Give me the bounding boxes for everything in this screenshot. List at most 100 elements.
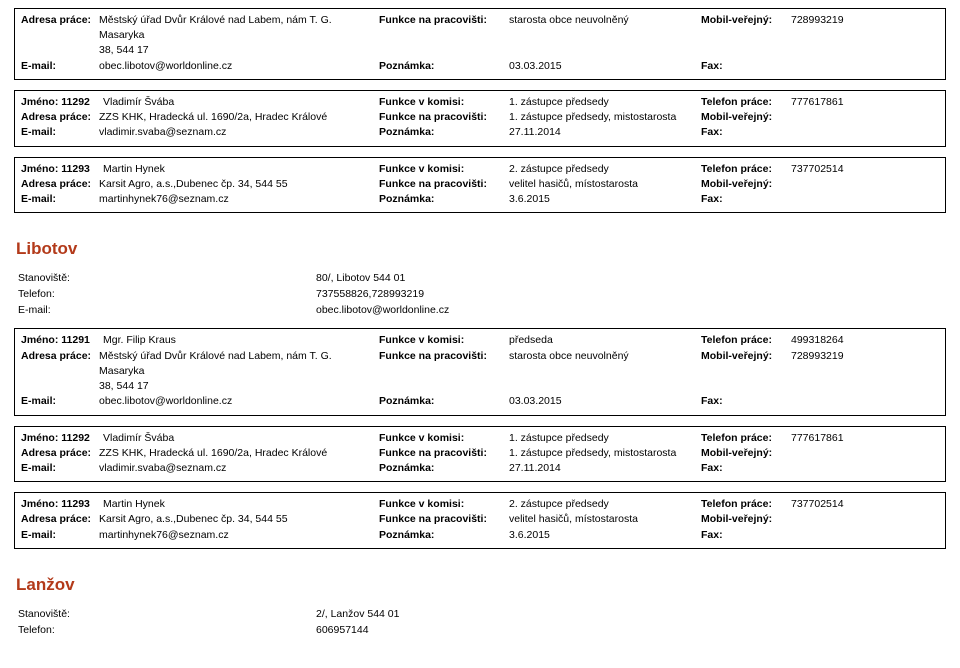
- label-adresa: Adresa práce:: [21, 110, 99, 125]
- value-mobil: 728993219: [791, 349, 861, 364]
- label-email: E-mail:: [21, 394, 99, 409]
- value-adresa: Městský úřad Dvůr Králové nad Labem, nám…: [99, 13, 379, 59]
- label-funkce-kom: Funkce v komisi:: [379, 95, 509, 110]
- record-11292a: Jméno: 11292 Vladimír Švába Funkce v kom…: [14, 90, 946, 147]
- value-poznamka: 3.6.2015: [509, 192, 701, 207]
- label-mobil: Mobil-veřejný:: [701, 177, 791, 192]
- label-mobil: Mobil-veřejný:: [701, 512, 791, 527]
- label-fax: Fax:: [701, 394, 791, 409]
- label-funkce-prac: Funkce na pracovišti:: [379, 13, 509, 28]
- label-funkce-prac: Funkce na pracovišti:: [379, 512, 509, 527]
- value-poznamka: 03.03.2015: [509, 59, 701, 74]
- label-poznamka: Poznámka:: [379, 461, 509, 476]
- record-11292b: Jméno: 11292 Vladimír Švába Funkce v kom…: [14, 426, 946, 483]
- value-email: martinhynek76@seznam.cz: [99, 192, 379, 207]
- label-tel-prace: Telefon práce:: [701, 333, 791, 348]
- label-telefon: Telefon:: [18, 287, 316, 303]
- record-11293a: Jméno: 11293 Martin Hynek Funkce v komis…: [14, 157, 946, 214]
- adresa-line1: Městský úřad Dvůr Králové nad Labem, nám…: [99, 14, 332, 41]
- value-name: Martin Hynek: [103, 162, 379, 177]
- label-mobil: Mobil-veřejný:: [701, 13, 791, 28]
- label-poznamka: Poznámka:: [379, 528, 509, 543]
- value-poznamka: 27.11.2014: [509, 125, 701, 140]
- value-tel-prace: 777617861: [791, 431, 861, 446]
- value-poznamka: 03.03.2015: [509, 394, 701, 409]
- value-funkce-kom: 2. zástupce předsedy: [509, 497, 701, 512]
- record-top-partial: Adresa práce: Městský úřad Dvůr Králové …: [14, 8, 946, 80]
- label-email: E-mail:: [21, 59, 99, 74]
- value-name: Martin Hynek: [103, 497, 379, 512]
- label-fax: Fax:: [701, 192, 791, 207]
- value-email: obec.libotov@worldonline.cz: [99, 394, 379, 409]
- label-jmeno: Jméno: 11293: [21, 162, 103, 177]
- record-11291: Jméno: 11291 Mgr. Filip Kraus Funkce v k…: [14, 328, 946, 415]
- value-email: obec.libotov@worldonline.cz: [316, 303, 449, 319]
- value-mobil: 728993219: [791, 13, 861, 28]
- label-funkce-prac: Funkce na pracovišti:: [379, 110, 509, 125]
- label-fax: Fax:: [701, 59, 791, 74]
- station-libotov: Stanoviště: 80/, Libotov 544 01 Telefon:…: [18, 271, 946, 318]
- value-funkce-prac: starosta obce neuvolněný: [509, 13, 701, 28]
- value-adresa: ZZS KHK, Hradecká ul. 1690/2a, Hradec Kr…: [99, 446, 379, 461]
- value-funkce-prac: velitel hasičů, místostarosta: [509, 177, 701, 192]
- adresa-line2: 38, 544 17: [99, 380, 149, 392]
- value-email: martinhynek76@seznam.cz: [99, 528, 379, 543]
- record-11293b: Jméno: 11293 Martin Hynek Funkce v komis…: [14, 492, 946, 549]
- label-email: E-mail:: [21, 528, 99, 543]
- label-email: E-mail:: [21, 192, 99, 207]
- label-tel-prace: Telefon práce:: [701, 95, 791, 110]
- value-tel-prace: 737702514: [791, 497, 861, 512]
- value-stanoviste: 2/, Lanžov 544 01: [316, 607, 399, 623]
- label-adresa: Adresa práce:: [21, 13, 99, 28]
- value-funkce-prac: starosta obce neuvolněný: [509, 349, 701, 364]
- value-tel-prace: 777617861: [791, 95, 861, 110]
- value-telefon: 737558826,728993219: [316, 287, 424, 303]
- value-funkce-kom: 2. zástupce předsedy: [509, 162, 701, 177]
- value-adresa: Karsit Agro, a.s.,Dubenec čp. 34, 544 55: [99, 512, 379, 527]
- label-funkce-kom: Funkce v komisi:: [379, 497, 509, 512]
- label-poznamka: Poznámka:: [379, 394, 509, 409]
- label-stanoviste: Stanoviště:: [18, 271, 316, 287]
- label-mobil: Mobil-veřejný:: [701, 349, 791, 364]
- station-lanzov: Stanoviště: 2/, Lanžov 544 01 Telefon: 6…: [18, 607, 946, 639]
- label-stanoviste: Stanoviště:: [18, 607, 316, 623]
- label-fax: Fax:: [701, 461, 791, 476]
- label-funkce-prac: Funkce na pracovišti:: [379, 446, 509, 461]
- label-email: E-mail:: [21, 125, 99, 140]
- label-adresa: Adresa práce:: [21, 177, 99, 192]
- label-poznamka: Poznámka:: [379, 59, 509, 74]
- page: Adresa práce: Městský úřad Dvůr Králové …: [0, 0, 960, 668]
- label-funkce-prac: Funkce na pracovišti:: [379, 177, 509, 192]
- label-email: E-mail:: [21, 461, 99, 476]
- label-adresa: Adresa práce:: [21, 446, 99, 461]
- label-fax: Fax:: [701, 125, 791, 140]
- value-stanoviste: 80/, Libotov 544 01: [316, 271, 405, 287]
- label-jmeno: Jméno: 11292: [21, 431, 103, 446]
- label-adresa: Adresa práce:: [21, 512, 99, 527]
- label-funkce-kom: Funkce v komisi:: [379, 333, 509, 348]
- adresa-line1: Městský úřad Dvůr Králové nad Labem, nám…: [99, 350, 332, 377]
- label-jmeno: Jméno: 11291: [21, 333, 103, 348]
- value-email: vladimir.svaba@seznam.cz: [99, 125, 379, 140]
- label-tel-prace: Telefon práce:: [701, 497, 791, 512]
- value-funkce-kom: 1. zástupce předsedy: [509, 95, 701, 110]
- label-fax: Fax:: [701, 528, 791, 543]
- value-tel-prace: 499318264: [791, 333, 861, 348]
- label-adresa: Adresa práce:: [21, 349, 99, 364]
- label-mobil: Mobil-veřejný:: [701, 110, 791, 125]
- value-adresa: ZZS KHK, Hradecká ul. 1690/2a, Hradec Kr…: [99, 110, 379, 125]
- value-email: obec.libotov@worldonline.cz: [99, 59, 379, 74]
- label-telefon: Telefon:: [18, 623, 316, 639]
- label-funkce-kom: Funkce v komisi:: [379, 431, 509, 446]
- value-telefon: 606957144: [316, 623, 369, 639]
- value-name: Vladimír Švába: [103, 95, 379, 110]
- label-funkce-prac: Funkce na pracovišti:: [379, 349, 509, 364]
- value-name: Mgr. Filip Kraus: [103, 333, 379, 348]
- label-tel-prace: Telefon práce:: [701, 431, 791, 446]
- label-mobil: Mobil-veřejný:: [701, 446, 791, 461]
- section-heading-libotov: Libotov: [16, 239, 946, 259]
- value-poznamka: 27.11.2014: [509, 461, 701, 476]
- value-funkce-kom: předseda: [509, 333, 701, 348]
- label-jmeno: Jméno: 11292: [21, 95, 103, 110]
- value-funkce-prac: 1. zástupce předsedy, mistostarosta: [509, 110, 701, 125]
